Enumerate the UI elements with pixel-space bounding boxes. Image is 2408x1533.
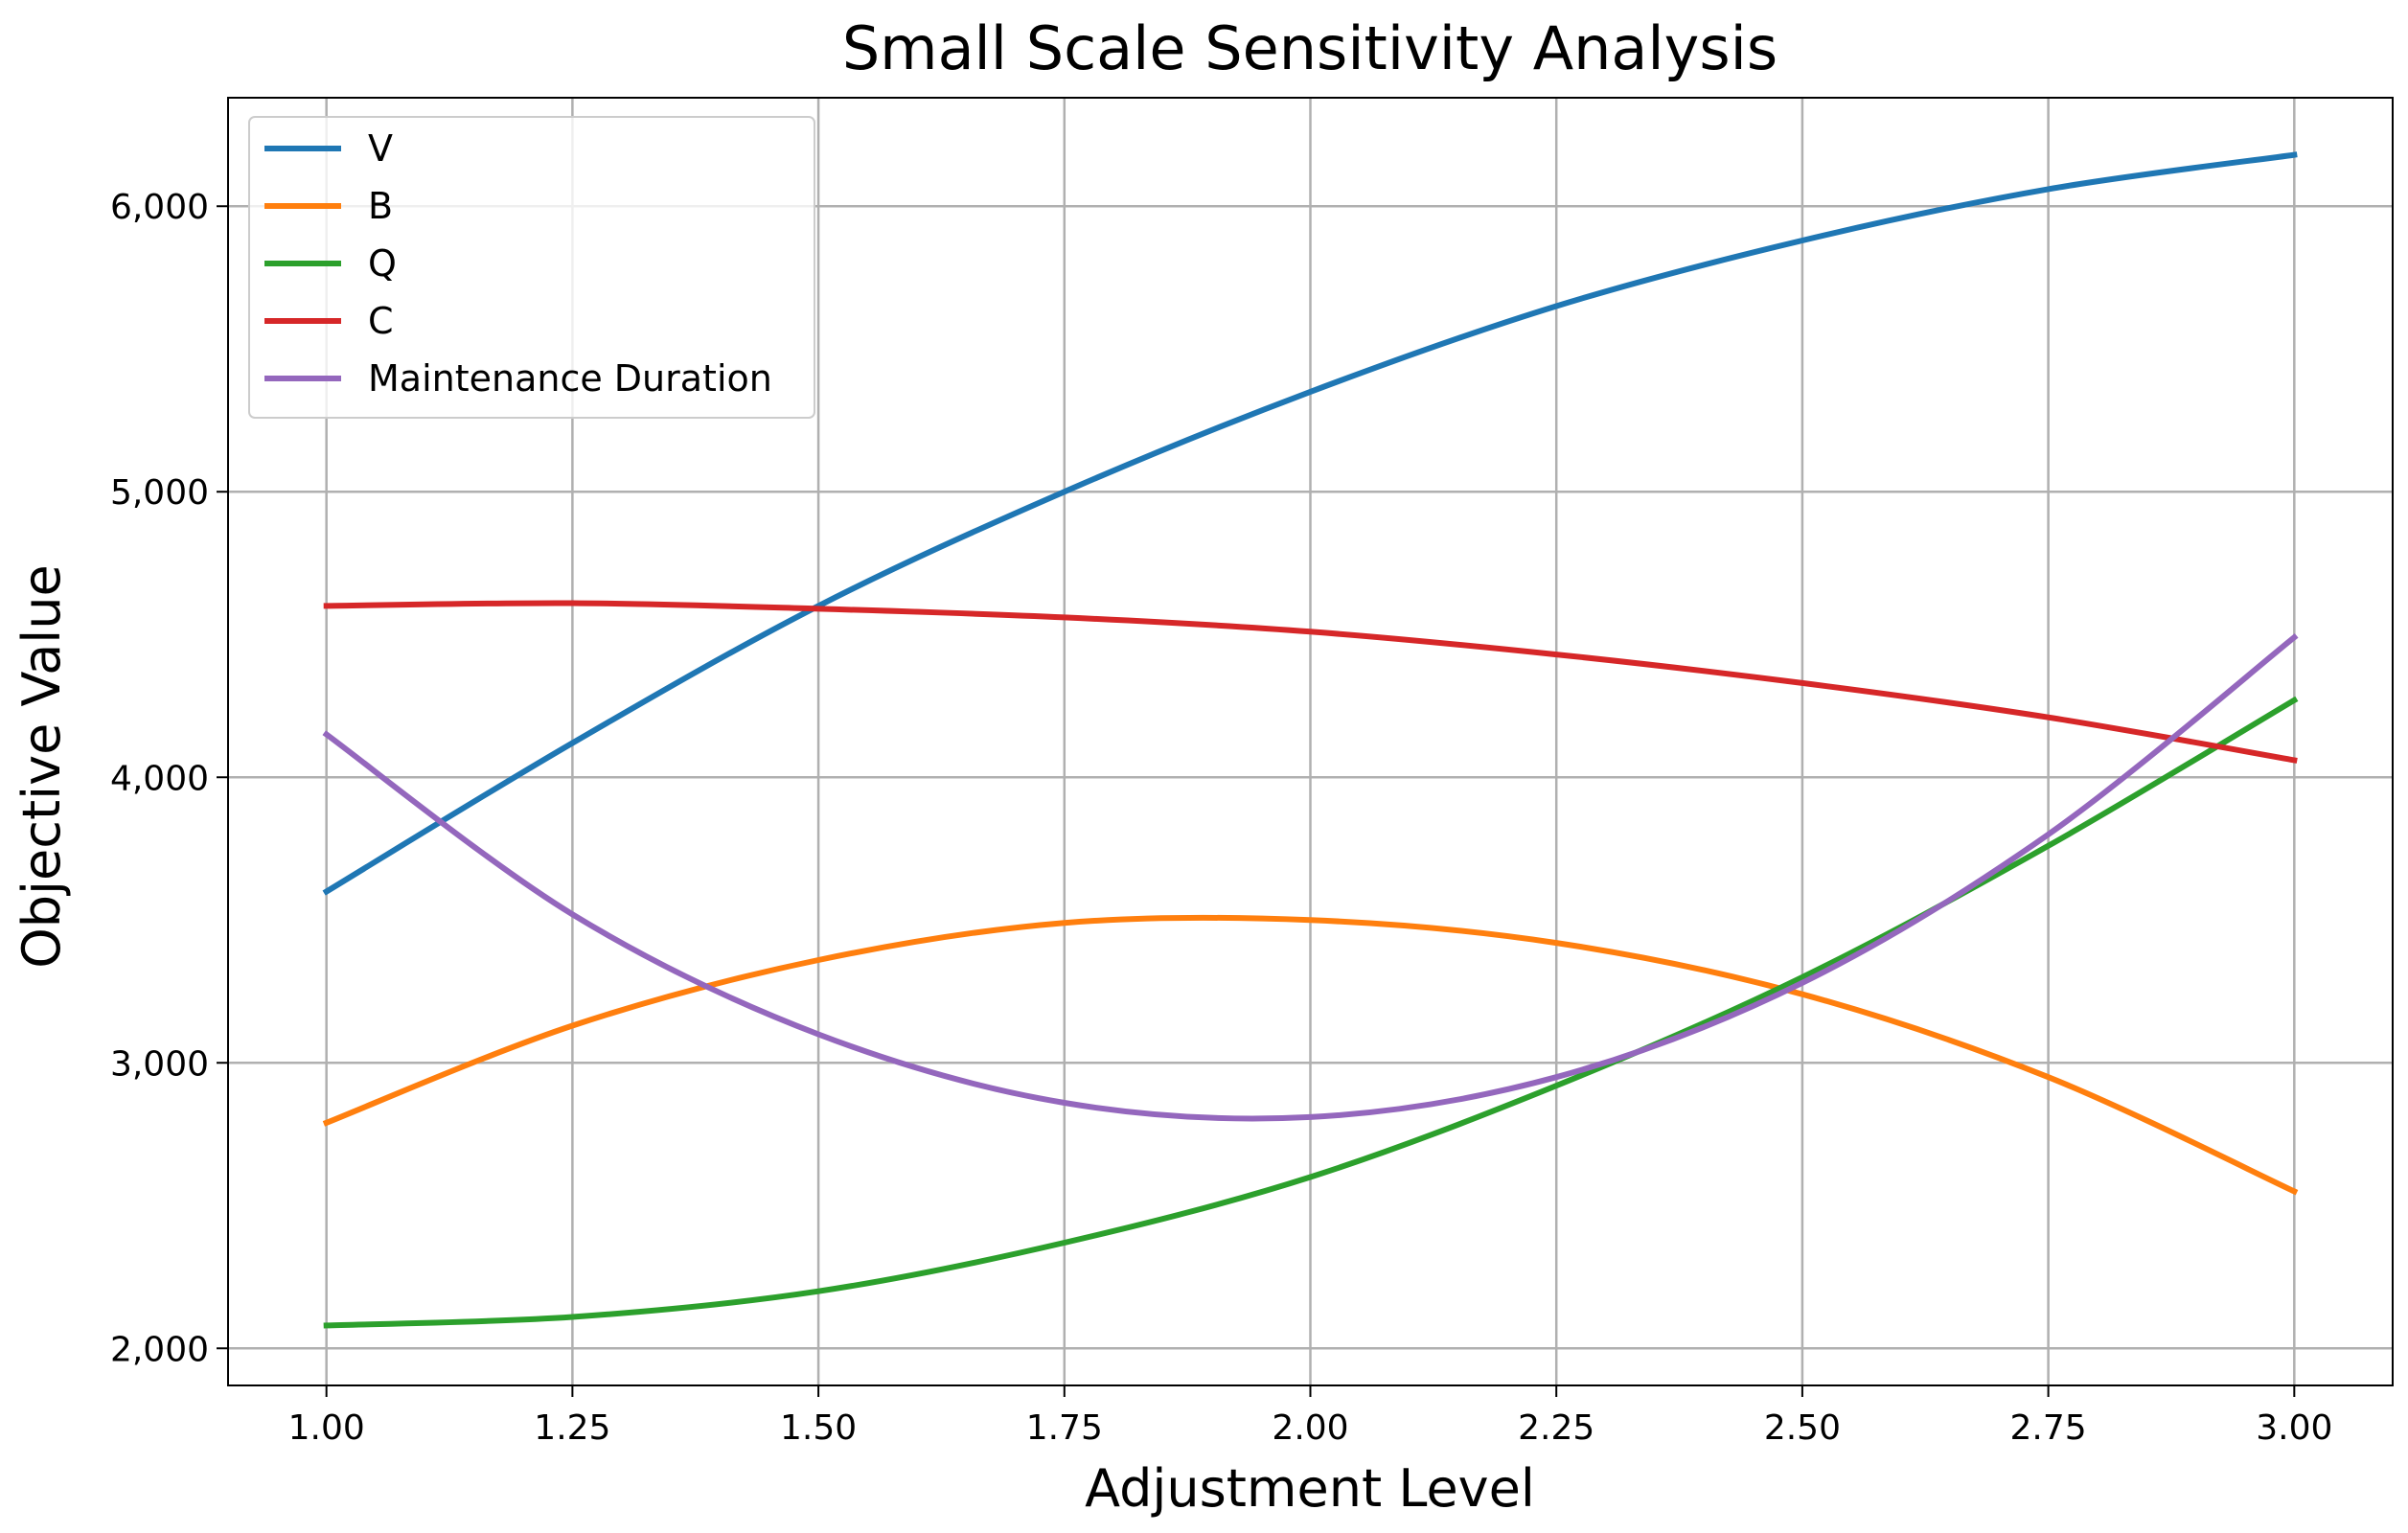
series-line-v	[322, 151, 2298, 896]
legend-label-q: Q	[368, 242, 397, 285]
x-tick-label: 2.25	[1518, 1408, 1594, 1448]
x-tick-label: 1.50	[780, 1408, 857, 1448]
legend-label-b: B	[368, 185, 393, 227]
y-tick-label: 3,000	[110, 1044, 209, 1084]
y-axis-label: Objective Value	[11, 564, 72, 969]
x-tick-label: 3.00	[2256, 1408, 2332, 1448]
axis-ticks: 1.00 1.25 1.50 1.75 2.00 2.25 2.50 2.75 3.00 2,00…	[110, 188, 2332, 1448]
series-line-q	[323, 696, 2299, 1329]
series-lines	[322, 151, 2299, 1329]
x-tick-label: 2.50	[1764, 1408, 1841, 1448]
y-tick-label: 5,000	[110, 473, 209, 513]
y-tick-label: 4,000	[110, 759, 209, 798]
legend-label-v: V	[368, 127, 393, 170]
x-tick-label: 1.25	[534, 1408, 610, 1448]
series-line-c	[323, 600, 2298, 764]
legend-label-maintenance-duration: Maintenance Duration	[368, 357, 772, 400]
x-tick-label: 1.75	[1026, 1408, 1103, 1448]
x-tick-label: 1.00	[288, 1408, 365, 1448]
x-axis-label: Adjustment Level	[1085, 1458, 1535, 1519]
series-line-maintenance-duration	[322, 632, 2299, 1122]
chart-title: Small Scale Sensitivity Analysis	[842, 13, 1777, 83]
y-tick-label: 6,000	[110, 188, 209, 227]
legend-box	[248, 116, 815, 419]
x-tick-label: 2.00	[1272, 1408, 1348, 1448]
series-line-b	[322, 914, 2299, 1196]
grid-lines	[228, 98, 2393, 1385]
y-tick-label: 2,000	[110, 1330, 209, 1369]
x-tick-label: 2.75	[2010, 1408, 2087, 1448]
legend-label-c: C	[368, 300, 394, 342]
